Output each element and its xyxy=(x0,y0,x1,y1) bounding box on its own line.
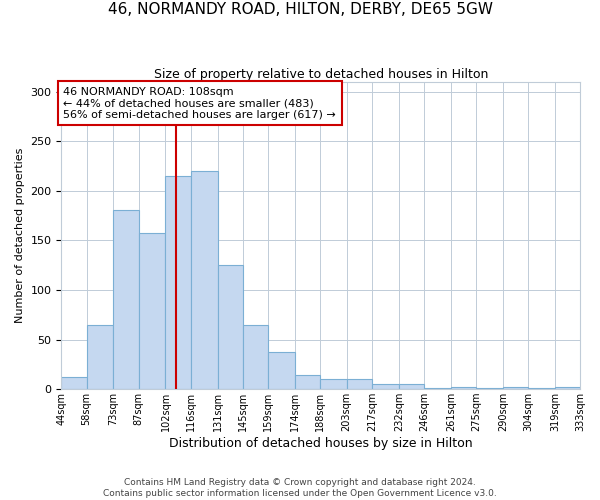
Bar xyxy=(139,234,166,389)
Bar xyxy=(372,384,399,389)
Bar xyxy=(451,387,476,389)
Bar xyxy=(268,352,295,389)
Text: Contains HM Land Registry data © Crown copyright and database right 2024.
Contai: Contains HM Land Registry data © Crown c… xyxy=(103,478,497,498)
Text: 46 NORMANDY ROAD: 108sqm
← 44% of detached houses are smaller (483)
56% of semi-: 46 NORMANDY ROAD: 108sqm ← 44% of detach… xyxy=(63,86,336,120)
Bar xyxy=(166,176,191,389)
Bar xyxy=(555,387,580,389)
Bar xyxy=(218,265,242,389)
Y-axis label: Number of detached properties: Number of detached properties xyxy=(15,148,25,323)
Bar xyxy=(347,379,372,389)
Bar xyxy=(113,210,139,389)
Bar xyxy=(528,388,555,389)
Bar xyxy=(295,376,320,389)
Bar xyxy=(86,324,113,389)
Title: Size of property relative to detached houses in Hilton: Size of property relative to detached ho… xyxy=(154,68,488,80)
Bar xyxy=(242,324,268,389)
Bar xyxy=(399,384,424,389)
Text: 46, NORMANDY ROAD, HILTON, DERBY, DE65 5GW: 46, NORMANDY ROAD, HILTON, DERBY, DE65 5… xyxy=(107,2,493,18)
Bar xyxy=(320,379,347,389)
Bar xyxy=(476,388,503,389)
Bar xyxy=(424,388,451,389)
Bar xyxy=(503,387,528,389)
X-axis label: Distribution of detached houses by size in Hilton: Distribution of detached houses by size … xyxy=(169,437,473,450)
Bar xyxy=(61,378,86,389)
Bar xyxy=(191,171,218,389)
